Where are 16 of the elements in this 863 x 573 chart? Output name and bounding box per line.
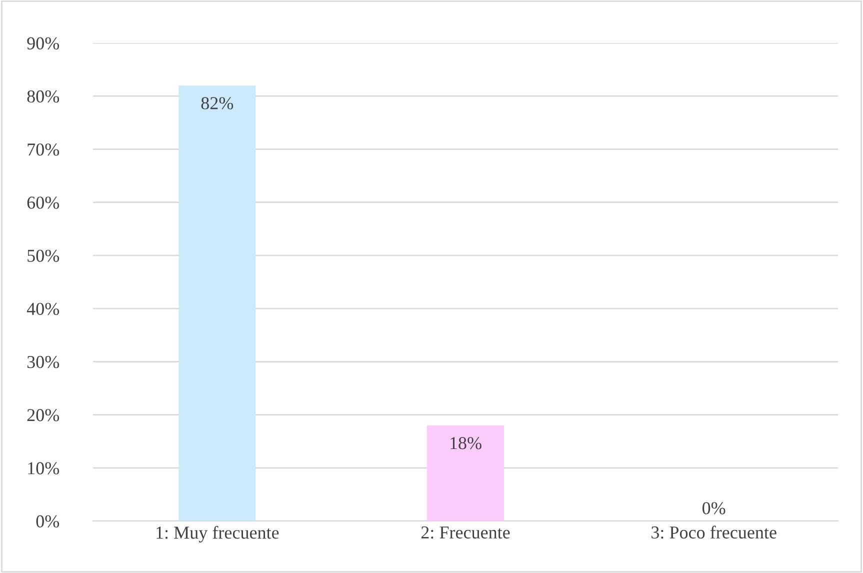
- y-tick-label: 10%: [28, 462, 60, 474]
- data-label: 82%: [201, 97, 234, 110]
- y-tick-label: 70%: [28, 143, 60, 156]
- data-label: 0%: [702, 502, 726, 514]
- y-tick-label: 90%: [27, 37, 60, 50]
- y-tick-label: 0%: [36, 515, 60, 528]
- y-tick-label: 80%: [27, 90, 60, 103]
- y-tick-label: 40%: [26, 302, 60, 316]
- data-label: 18%: [450, 437, 482, 450]
- x-tick-label: 1: Muy frecuente: [156, 526, 279, 542]
- y-tick-label: 50%: [28, 250, 60, 262]
- y-tick-label: 60%: [27, 196, 60, 209]
- x-tick-label: 3: Poco frecuente: [652, 526, 776, 539]
- y-tick-label: 20%: [27, 409, 60, 422]
- x-tick-label: 2: Frecuente: [421, 526, 510, 539]
- y-tick-label: 30%: [27, 356, 60, 368]
